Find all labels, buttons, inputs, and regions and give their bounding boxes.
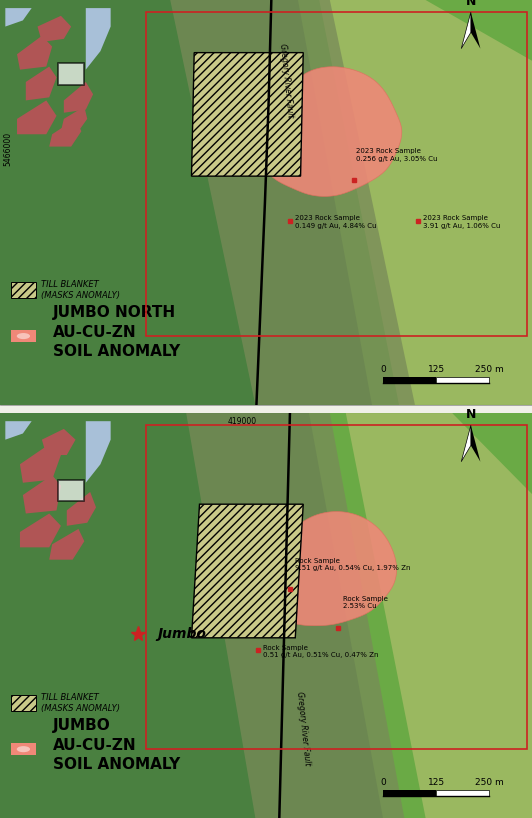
Polygon shape [461, 425, 471, 461]
Polygon shape [346, 413, 532, 818]
Ellipse shape [16, 746, 30, 753]
Text: N: N [466, 408, 476, 421]
Bar [383, 377, 436, 383]
Polygon shape [471, 425, 480, 461]
Text: 250 m: 250 m [475, 365, 504, 374]
Text: 5466000: 5466000 [4, 132, 12, 166]
Text: N: N [466, 0, 476, 8]
Polygon shape [319, 0, 532, 405]
Text: 125: 125 [428, 365, 445, 374]
Text: Rock Sample
0.51 g/t Au, 0.51% Cu, 0.47% Zn: Rock Sample 0.51 g/t Au, 0.51% Cu, 0.47%… [263, 645, 379, 658]
Text: 419000: 419000 [228, 417, 256, 426]
Polygon shape [298, 0, 532, 405]
Text: JUMBO NORTH
AU-CU-ZN
SOIL ANOMALY: JUMBO NORTH AU-CU-ZN SOIL ANOMALY [53, 305, 180, 359]
Bar [11, 695, 36, 711]
Text: 125: 125 [428, 778, 445, 787]
Text: 2023 Rock Sample
0.256 g/t Au, 3.05% Cu: 2023 Rock Sample 0.256 g/t Au, 3.05% Cu [356, 148, 438, 162]
Text: TILL BLANKET
(MASKS ANOMALY): TILL BLANKET (MASKS ANOMALY) [41, 281, 120, 299]
Text: 0: 0 [380, 778, 386, 787]
Polygon shape [309, 413, 532, 818]
Polygon shape [186, 413, 404, 818]
Text: Rock Sample
2.53% Cu: Rock Sample 2.53% Cu [343, 596, 388, 609]
Bar [383, 790, 436, 796]
Polygon shape [192, 52, 303, 176]
Polygon shape [471, 12, 480, 48]
Text: Gregory River Fault: Gregory River Fault [278, 43, 294, 119]
Bar [436, 377, 489, 383]
Ellipse shape [16, 333, 30, 339]
Polygon shape [192, 504, 303, 638]
Bar [436, 790, 489, 796]
Text: 2023 Rock Sample
3.91 g/t Au, 1.06% Cu: 2023 Rock Sample 3.91 g/t Au, 1.06% Cu [423, 215, 500, 229]
Polygon shape [170, 0, 415, 405]
Text: Rock Sample
9.51 g/t Au, 0.54% Cu, 1.97% Zn: Rock Sample 9.51 g/t Au, 0.54% Cu, 1.97%… [295, 558, 411, 571]
Text: 0: 0 [380, 365, 386, 374]
Text: JUMBO
AU-CU-ZN
SOIL ANOMALY: JUMBO AU-CU-ZN SOIL ANOMALY [53, 718, 180, 772]
Polygon shape [461, 12, 471, 48]
Text: Gregory River Fault: Gregory River Fault [295, 691, 312, 766]
Bar [11, 743, 36, 755]
Bar [11, 330, 36, 342]
Bar [11, 282, 36, 298]
Bar [146, 425, 527, 749]
Text: 2023 Rock Sample
0.149 g/t Au, 4.84% Cu: 2023 Rock Sample 0.149 g/t Au, 4.84% Cu [295, 215, 377, 229]
Text: Jumbo: Jumbo [157, 627, 206, 640]
Text: 250 m: 250 m [475, 778, 504, 787]
Bar [146, 12, 527, 336]
Polygon shape [251, 511, 396, 626]
Text: TILL BLANKET
(MASKS ANOMALY): TILL BLANKET (MASKS ANOMALY) [41, 694, 120, 712]
Polygon shape [254, 67, 402, 196]
